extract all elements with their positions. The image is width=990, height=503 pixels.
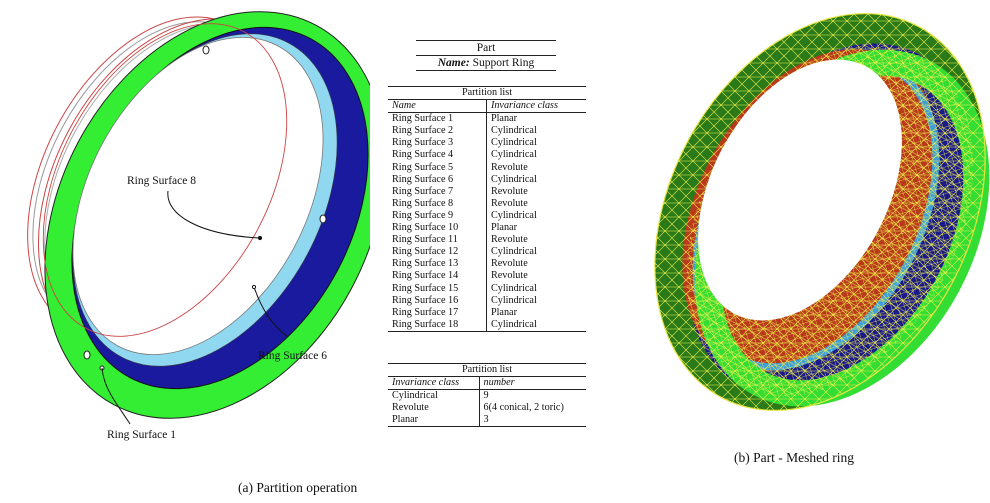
- partition-row: Ring Surface 16 Cylindrical: [388, 294, 586, 307]
- partition-class-cell: Cylindrical: [490, 173, 537, 185]
- partition-row: Ring Surface 9 Cylindrical: [388, 209, 586, 223]
- summary-row: Revolute 6(4 conical, 2 toric): [388, 402, 586, 415]
- partition-row: Ring Surface 4 Cylindrical: [388, 149, 586, 162]
- summary-row: Cylindrical 9: [388, 389, 586, 403]
- partition-class-cell: Revolute: [490, 270, 528, 282]
- col-name-header: Name: [388, 99, 487, 114]
- part-name-value: Support Ring: [472, 57, 535, 69]
- partition-name-cell: Ring Surface 7: [388, 185, 487, 198]
- partition-class-cell: Cylindrical: [490, 149, 537, 161]
- partition-name-cell: Ring Surface 15: [388, 282, 487, 295]
- partition-class-cell: Revolute: [490, 185, 528, 197]
- partition-row: Ring Surface 17 Planar: [388, 306, 586, 319]
- partition-name-cell: Ring Surface 16: [388, 294, 487, 307]
- partition-name-cell: Ring Surface 13: [388, 258, 487, 271]
- partition-row: Ring Surface 18 Cylindrical: [388, 318, 586, 332]
- partition-row: Ring Surface 6 Cylindrical: [388, 173, 586, 186]
- partition-name-cell: Ring Surface 5: [388, 161, 487, 174]
- summary-number-cell: 6(4 conical, 2 toric): [483, 402, 564, 414]
- partition-table-title: Partition list: [388, 85, 586, 101]
- summary-row: Planar 3: [388, 414, 586, 428]
- figure-a-ring: [27, 11, 370, 425]
- partition-class-cell: Revolute: [490, 234, 528, 246]
- leader-lines: [101, 190, 289, 425]
- partition-row: Ring Surface 10 Planar: [388, 222, 586, 235]
- partition-class-cell: Cylindrical: [486, 318, 586, 332]
- partition-row: Ring Surface 1 Planar: [388, 112, 586, 126]
- partition-name-cell: Ring Surface 10: [388, 222, 487, 235]
- summary-class-cell: Planar: [388, 414, 480, 428]
- partition-row: Ring Surface 13 Revolute: [388, 258, 586, 271]
- partition-name-cell: Ring Surface 2: [388, 125, 487, 138]
- label-ring-surface-8: Ring Surface 8: [127, 175, 196, 187]
- partition-name-cell: Ring Surface 3: [388, 137, 487, 150]
- partition-row: Ring Surface 15 Cylindrical: [388, 282, 586, 295]
- partition-class-cell: Planar: [490, 222, 517, 234]
- ring-opening: [72, 37, 324, 355]
- col-number-header: number: [479, 376, 586, 391]
- partition-name-cell: Ring Surface 6: [388, 173, 487, 186]
- partition-name-cell: Ring Surface 18: [388, 318, 487, 332]
- partition-name-cell: Ring Surface 8: [388, 197, 487, 210]
- summary-table-body: Cylindrical 9 Revolute 6(4 conical, 2 toric…: [388, 389, 586, 428]
- partition-row: Ring Surface 8 Revolute: [388, 197, 586, 210]
- summary-table: Partition list Invariance class number C…: [388, 362, 586, 428]
- partition-class-cell: Planar: [490, 306, 517, 318]
- part-table-title: Part: [416, 40, 556, 56]
- summary-class-cell: Cylindrical: [388, 389, 480, 403]
- part-name-label: Name:: [437, 57, 470, 69]
- partition-class-cell: Revolute: [490, 161, 528, 173]
- partition-class-cell: Cylindrical: [490, 137, 537, 149]
- partition-table: Partition list Name Invariance class Rin…: [388, 85, 586, 332]
- partition-class-cell: Cylindrical: [490, 294, 537, 306]
- partition-row: Ring Surface 7 Revolute: [388, 185, 586, 198]
- label-ring-surface-1: Ring Surface 1: [107, 429, 176, 441]
- partition-row: Ring Surface 2 Cylindrical: [388, 125, 586, 138]
- figure-b-meshed-ring: [630, 0, 990, 440]
- partition-class-cell: Revolute: [490, 197, 528, 209]
- partition-row: Ring Surface 5 Revolute: [388, 161, 586, 174]
- partition-class-cell: Planar: [490, 113, 517, 125]
- partition-class-cell: Cylindrical: [490, 125, 537, 137]
- caption-b: (b) Part - Meshed ring: [734, 450, 854, 465]
- partition-row: Ring Surface 14 Revolute: [388, 270, 586, 283]
- partition-name-cell: Ring Surface 9: [388, 209, 487, 223]
- partition-class-cell: Cylindrical: [490, 282, 537, 294]
- summary-number-cell: 9: [483, 390, 489, 402]
- partition-name-cell: Ring Surface 11: [388, 234, 487, 247]
- summary-class-cell: Revolute: [388, 402, 480, 415]
- col-invariance-header: Invariance class: [388, 376, 480, 391]
- part-name-row: Name: Support Ring: [416, 55, 556, 71]
- partition-name-cell: Ring Surface 1: [388, 112, 487, 126]
- partition-class-cell: Cylindrical: [490, 209, 537, 221]
- partition-table-body: Ring Surface 1 Planar Ring Surface 2 Cylind…: [388, 112, 586, 332]
- partition-row: Ring Surface 12 Cylindrical: [388, 246, 586, 259]
- partition-name-cell: Ring Surface 14: [388, 270, 487, 283]
- caption-a: (a) Partition operation: [238, 480, 358, 495]
- partition-name-cell: Ring Surface 4: [388, 149, 487, 162]
- partition-name-cell: Ring Surface 17: [388, 306, 487, 319]
- part-table: Part Name: Support Ring: [416, 40, 556, 71]
- partition-row: Ring Surface 3 Cylindrical: [388, 137, 586, 150]
- partition-row: Ring Surface 11 Revolute: [388, 234, 586, 247]
- summary-table-title: Partition list: [388, 362, 586, 378]
- col-class-header: Invariance class: [486, 99, 586, 114]
- partition-name-cell: Ring Surface 12: [388, 246, 487, 259]
- label-ring-surface-6: Ring Surface 6: [258, 350, 327, 362]
- summary-number-cell: 3: [479, 414, 586, 428]
- partition-class-cell: Cylindrical: [490, 246, 537, 258]
- partition-class-cell: Revolute: [490, 258, 528, 270]
